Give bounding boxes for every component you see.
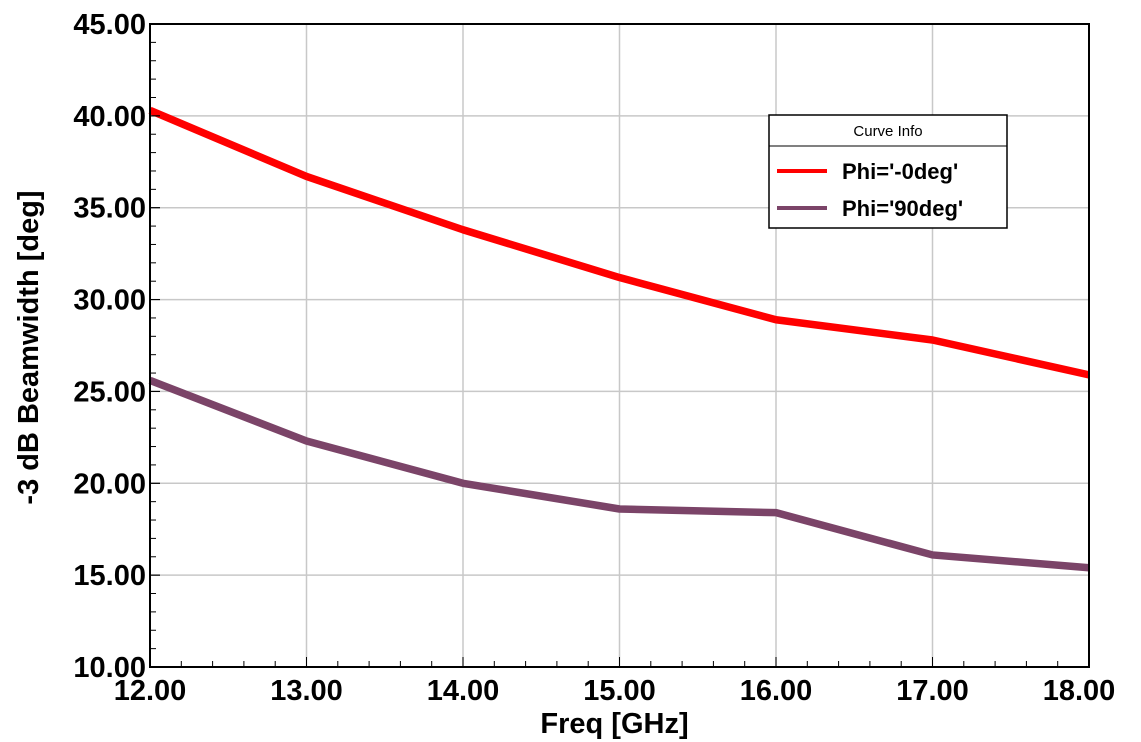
legend-label: Phi='-0deg' — [842, 159, 958, 184]
x-tick-labels: 12.00 13.00 14.00 15.00 16.00 17.00 18.00 — [114, 675, 1116, 707]
y-tick-label: 10.00 — [73, 652, 146, 684]
y-tick-label: 40.00 — [73, 101, 146, 133]
y-tick-label: 25.00 — [73, 376, 146, 408]
y-tick-label: 45.00 — [73, 9, 146, 41]
series-group — [148, 106, 1090, 572]
y-tick-label: 20.00 — [73, 468, 146, 500]
minor-ticks — [149, 23, 1090, 668]
x-axis-title: Freq [GHz] — [540, 708, 688, 740]
x-tick-label: 17.00 — [896, 675, 969, 707]
x-tick-label: 13.00 — [270, 675, 343, 707]
y-tick-label: 15.00 — [73, 560, 146, 592]
legend-items: Phi='-0deg' Phi='90deg' — [777, 159, 963, 221]
x-tick-label: 12.00 — [114, 675, 187, 707]
x-tick-label: 14.00 — [427, 675, 500, 707]
y-tick-labels: 10.00 15.00 20.00 25.00 30.00 35.00 40.00 45.00 — [73, 9, 146, 684]
y-tick-label: 35.00 — [73, 193, 146, 225]
x-tick-label: 16.00 — [740, 675, 813, 707]
legend-label: Phi='90deg' — [842, 196, 963, 221]
y-tick-label: 30.00 — [73, 285, 146, 317]
y-axis-title: -3 dB Beamwidth [deg] — [13, 190, 45, 504]
legend: Curve Info Phi='-0deg' Phi='90deg' — [768, 114, 1008, 229]
legend-title: Curve Info — [853, 123, 922, 140]
x-tick-label: 18.00 — [1043, 675, 1116, 707]
series-line-2 — [148, 376, 1090, 572]
x-tick-label: 15.00 — [583, 675, 656, 707]
series-line-1 — [148, 106, 1090, 379]
